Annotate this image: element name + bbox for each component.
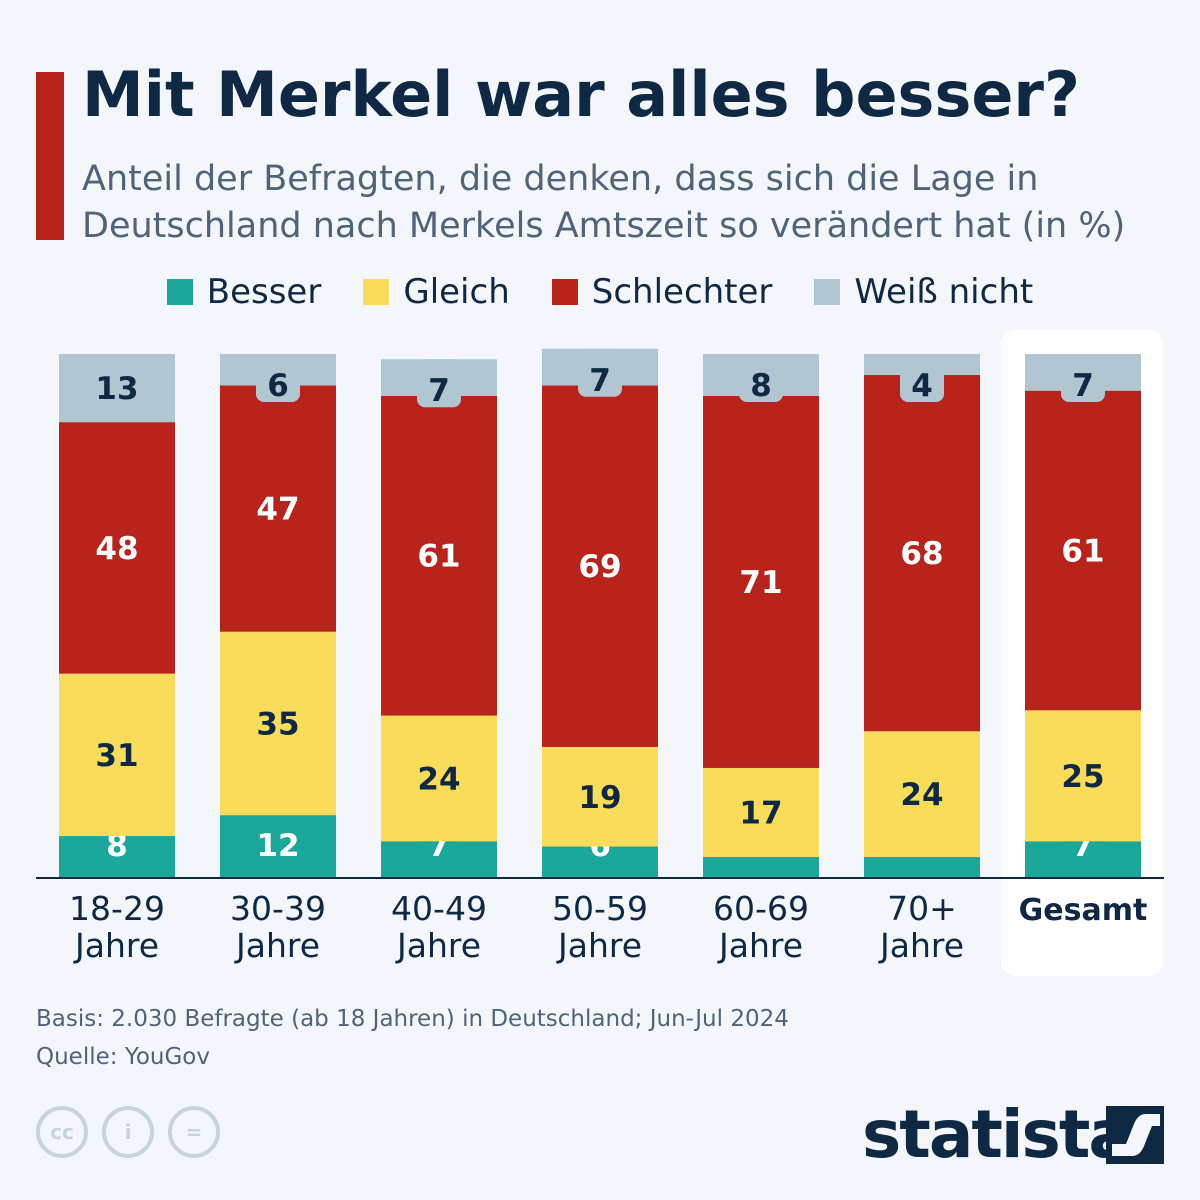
bar-segment-schlechter [703,395,819,768]
data-label: 7 [589,363,611,399]
data-label: 24 [900,777,943,813]
data-label: 31 [95,738,138,774]
bar-segment-gleich [703,767,819,858]
data-label: 4 [911,368,933,404]
bar-segment-besser [864,857,980,878]
data-label: 48 [95,531,138,567]
x-tick-label: Jahre [878,926,964,965]
x-tick-label: 60-69 [713,889,809,928]
bar-segment-schlechter [864,374,980,732]
legend-item: Schlechter [551,272,773,312]
data-label: 69 [578,549,621,585]
bar-segment-schlechter [1025,390,1141,711]
bar-segment-gleich [542,747,658,847]
x-tick-label: 30-39 [230,889,326,928]
x-tick-label: 40-49 [391,889,487,928]
bar-segment-gleich [381,715,497,842]
x-tick-label: Jahre [556,926,642,965]
statista-logo-icon [1106,1106,1164,1164]
data-label: 24 [417,761,460,797]
bar-segment-gleich [59,673,175,837]
data-label: 61 [417,539,460,575]
statista-logo[interactable]: statista [862,1096,1133,1173]
data-label: 61 [1061,534,1104,570]
x-tick-label: Jahre [395,926,481,965]
data-label: 13 [95,371,138,407]
footer: Basis: 2.030 Befragte (ab 18 Jahren) in … [36,1000,789,1076]
x-tick-label: Jahre [73,926,159,965]
x-tick-label: Jahre [717,926,803,965]
data-label: 8 [106,828,128,864]
legend-label: Weiß nicht [854,272,1034,312]
data-label: 47 [256,492,299,528]
bar-segment-schlechter [542,385,658,747]
stacked-bar-chart: 831481318-29Jahre123547630-39Jahre724617… [36,348,1164,965]
x-tick-label: 70+ [887,889,957,928]
x-tick-label: 50-59 [552,889,648,928]
data-label: 12 [256,828,299,864]
bar-segment-schlechter [220,385,336,632]
label-tab [1061,354,1105,402]
bar-segment-besser [542,846,658,878]
source-note: Quelle: YouGov [36,1044,210,1070]
bar-segment-gleich [220,631,336,816]
x-tick-label: Jahre [234,926,320,965]
label-tab [417,359,461,408]
noderivs-icon[interactable]: = [168,1106,220,1158]
data-label: 19 [578,780,621,816]
data-label: 8 [750,368,772,404]
label-tab [578,348,622,397]
legend-swatch [814,279,841,305]
data-label: 7 [428,373,450,409]
data-label: 25 [1061,759,1104,795]
bar-segment-schlechter [59,422,175,674]
bar-segment-schlechter [381,395,497,716]
legend-swatch [551,279,578,305]
bar-segment-wei--nicht [59,354,175,423]
bar-segment-besser [1025,841,1141,878]
title-accent-bar [36,72,64,240]
bar-segment-besser [220,815,336,878]
data-label: 35 [256,706,299,742]
x-tick-label: Gesamt [1019,893,1148,928]
x-tick-label: 18-29 [69,889,165,928]
data-label: 6 [267,368,289,404]
bar-segment-gleich [864,731,980,858]
legend-label: Schlechter [591,272,773,312]
legend-swatch [166,279,193,305]
data-label: 17 [739,796,782,832]
bar-segment-gleich [1025,710,1141,842]
chart-subtitle: Anteil der Befragten, die denken, dass s… [82,159,1126,246]
legend-label: Besser [206,272,322,312]
data-label: 7 [1072,368,1094,404]
chart-title: Mit Merkel war alles besser? [82,58,1080,131]
data-label: 71 [739,565,782,601]
basis-note: Basis: 2.030 Befragte (ab 18 Jahren) in … [36,1006,789,1032]
cc-icon[interactable]: cc [36,1106,88,1158]
legend-swatch [363,279,390,305]
label-tab [900,354,944,402]
legend-item: Gleich [363,272,510,312]
data-label: 68 [900,536,943,572]
bar-segment-besser [381,841,497,878]
label-tab [256,354,300,402]
bar-segment-besser [703,857,819,878]
bar-segment-besser [59,836,175,878]
license-icons: cc i = [36,1106,220,1158]
legend-item: Weiß nicht [814,272,1033,312]
legend-label: Gleich [403,272,510,312]
label-tab [739,354,783,402]
legend-item: Besser [166,272,322,312]
legend: Besser Gleich Schlechter Weiß nicht [0,272,1200,312]
attribution-icon[interactable]: i [102,1106,154,1158]
